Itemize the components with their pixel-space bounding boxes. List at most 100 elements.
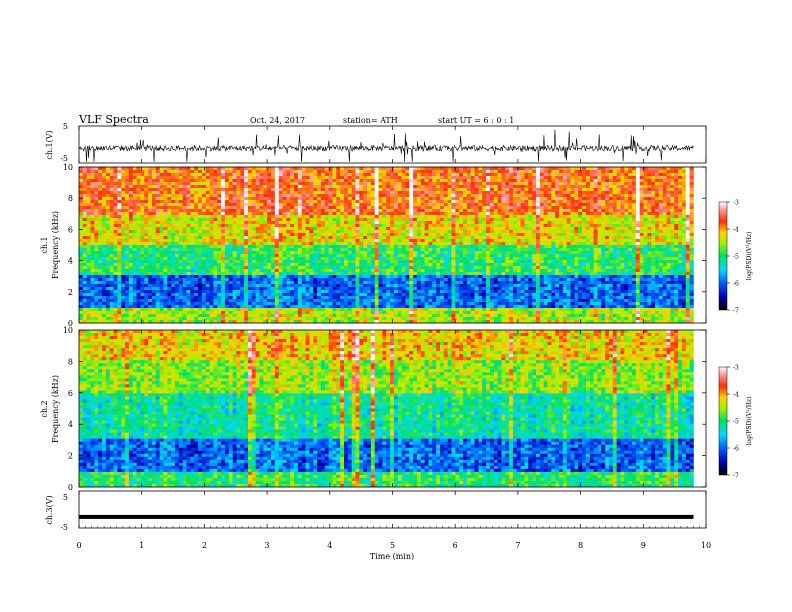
spectrogram-cell <box>516 173 521 177</box>
spectrogram-cell <box>482 257 487 261</box>
spectrogram-cell <box>132 227 137 231</box>
spectrogram-cell <box>416 167 422 171</box>
spectrogram-cell <box>297 176 303 180</box>
spectrogram-cell <box>655 200 660 204</box>
spectrogram-cell <box>228 173 233 177</box>
spectrogram-cell <box>689 200 694 204</box>
spectrogram-cell <box>175 212 180 216</box>
spectrogram-cell <box>171 176 176 180</box>
spectrogram-cell <box>340 209 345 213</box>
spectrogram-cell <box>151 194 157 198</box>
spectrogram-cell <box>201 188 207 192</box>
spectrogram-cell <box>447 206 452 210</box>
spectrogram-cell <box>201 218 207 222</box>
spectrogram-cell <box>290 242 295 246</box>
spectrogram-cell <box>382 218 387 222</box>
spectrogram-cell <box>167 212 172 216</box>
spectrogram-cell <box>82 242 87 246</box>
spectrogram-cell <box>343 200 349 204</box>
spectrogram-cell <box>232 239 237 243</box>
spectrogram-cell <box>562 239 568 243</box>
spectrogram-cell <box>632 200 637 204</box>
spectrogram-cell <box>363 194 368 198</box>
spectrogram-cell <box>397 173 402 177</box>
spectrogram-cell <box>413 197 418 201</box>
spectrogram-cell <box>221 176 226 180</box>
spectrogram-cell <box>136 170 141 174</box>
spectrogram-cell <box>274 221 279 225</box>
spectrogram-cell <box>570 188 575 192</box>
spectrogram-cell <box>440 224 445 228</box>
spectrogram-cell <box>378 239 383 243</box>
spectrogram-cell <box>532 227 537 231</box>
spectrogram-cell <box>144 182 149 186</box>
spectrogram-cell <box>662 206 667 210</box>
spectrogram-cell <box>324 257 329 261</box>
spectrogram-cell <box>632 230 637 234</box>
spectrogram-cell <box>466 236 472 240</box>
spectrogram-cell <box>447 245 452 249</box>
spectrogram-cell <box>528 185 533 189</box>
spectrogram-cell <box>359 227 364 231</box>
spectrogram-cell <box>658 209 664 213</box>
spectrogram-cell <box>605 203 610 207</box>
spectrogram-cell <box>347 179 352 183</box>
spectrogram-cell <box>662 200 667 204</box>
spectrogram-cell <box>140 203 145 207</box>
spectrogram-cell <box>466 191 472 195</box>
spectrogram-cell <box>294 239 299 243</box>
spectrogram-cell <box>232 170 237 174</box>
spectrogram-cell <box>543 191 548 195</box>
spectrogram-cell <box>224 197 230 201</box>
spectrogram-cell <box>182 212 187 216</box>
spectrogram-cell <box>201 212 207 216</box>
spectrogram-cell <box>678 224 683 228</box>
spectrogram-cell <box>128 239 134 243</box>
spectrogram-cell <box>443 170 448 174</box>
spectrogram-cell <box>232 248 237 252</box>
spectrogram-cell <box>632 245 637 249</box>
spectrogram-cell <box>363 182 368 186</box>
spectrogram-cell <box>175 242 180 246</box>
spectrogram-cell <box>570 167 575 171</box>
spectrogram-cell <box>278 254 283 258</box>
spectrogram-cell <box>94 233 99 237</box>
spectrogram-cell <box>593 182 598 186</box>
spectrogram-cell <box>178 206 183 210</box>
spectrogram-cell <box>320 212 326 216</box>
spectrogram-cell <box>105 191 111 195</box>
spectrogram-cell <box>539 194 544 198</box>
spectrogram-cell <box>562 218 568 222</box>
spectrogram-cell <box>205 245 210 249</box>
spectrogram-cell <box>128 260 134 264</box>
spectrogram-cell <box>343 242 349 246</box>
spectrogram-cell <box>328 191 333 195</box>
spectrogram-cell <box>512 176 518 180</box>
spectrogram-cell <box>670 230 675 234</box>
spectrogram-cell <box>113 248 118 252</box>
spectrogram-cell <box>401 236 406 240</box>
spectrogram-cell <box>186 176 191 180</box>
spectrogram-cell <box>244 179 249 183</box>
spectrogram-cell <box>466 173 472 177</box>
spectrogram-cell <box>286 173 291 177</box>
spectrogram-cell <box>643 182 648 186</box>
spectrogram-cell <box>79 194 84 198</box>
spectrogram-cell <box>255 167 260 171</box>
spectrogram-cell <box>109 221 114 225</box>
spectrogram-cell <box>282 191 287 195</box>
spectrogram-cell <box>98 260 103 264</box>
spectrogram-cell <box>432 182 437 186</box>
spectrogram-cell <box>643 176 648 180</box>
spectrogram-cell <box>128 176 134 180</box>
spectrogram-cell <box>620 242 625 246</box>
spectrogram-cell <box>144 215 149 219</box>
spectrogram-cell <box>175 245 180 249</box>
spectrogram-cell <box>167 176 172 180</box>
spectrogram-cell <box>624 188 629 192</box>
spectrogram-cell <box>632 251 637 255</box>
spectrogram-cell <box>432 218 437 222</box>
spectrogram-cell <box>282 245 287 249</box>
spectrogram-cell <box>424 170 429 174</box>
spectrogram-cell <box>428 248 433 252</box>
